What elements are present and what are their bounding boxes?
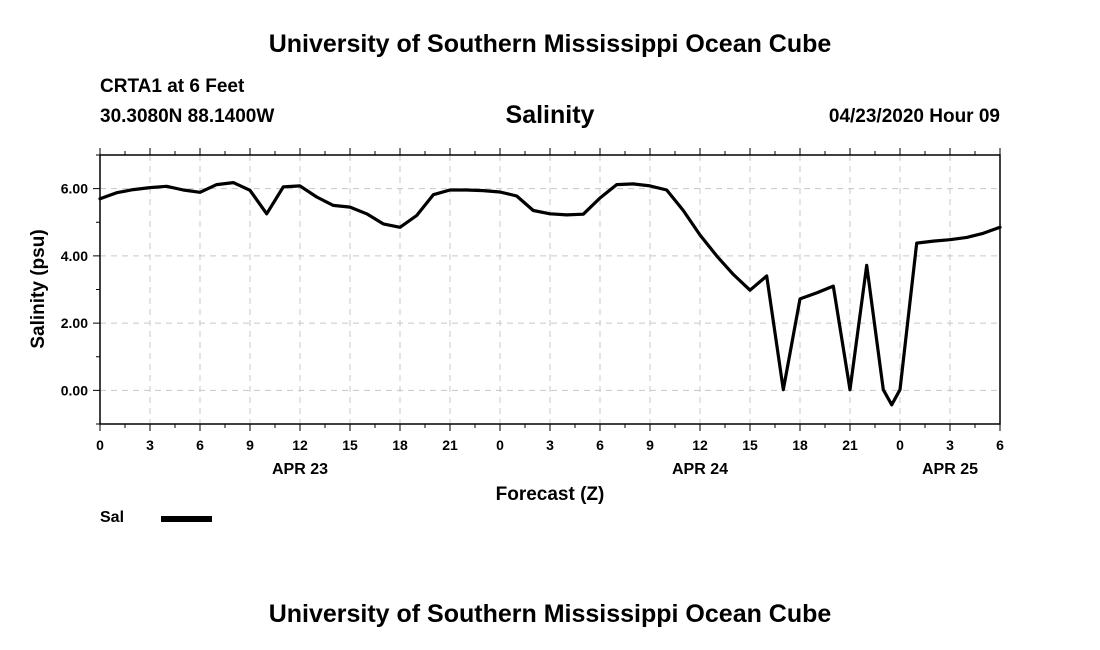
x-tick-label: 0 xyxy=(96,437,104,453)
y-tick-label: 2.00 xyxy=(61,315,88,331)
series-line-sal xyxy=(98,181,1002,407)
x-tick-label: 3 xyxy=(146,437,154,453)
x-tick-label: 6 xyxy=(596,437,604,453)
legend-swatch xyxy=(161,516,212,522)
x-tick-label: 12 xyxy=(292,437,308,453)
x-tick-label: 15 xyxy=(342,437,358,453)
grid xyxy=(100,155,1000,424)
axis-ticks: 0 3 6 9 12 15 18 21 0 3 6 9 12 15 18 21 0 3 6 APR 23 APR 24 A… xyxy=(61,148,1004,478)
x-axis-label: Forecast (Z) xyxy=(496,484,605,505)
x-tick-label: 12 xyxy=(692,437,708,453)
y-tick-label: 4.00 xyxy=(61,248,88,264)
footer-title: University of Southern Mississippi Ocean… xyxy=(268,600,832,628)
x-tick-label: 18 xyxy=(792,437,808,453)
date-label: APR 25 xyxy=(922,461,978,478)
x-tick-label: 9 xyxy=(646,437,654,453)
datetime-label: 04/23/2020 Hour 09 xyxy=(828,106,1000,127)
y-tick-label: 0.00 xyxy=(61,382,88,398)
x-tick-label: 18 xyxy=(392,437,408,453)
series-layer xyxy=(98,181,1002,407)
station-label: CRTA1 at 6 Feet xyxy=(100,76,245,97)
x-tick-label: 0 xyxy=(896,437,904,453)
date-label: APR 24 xyxy=(672,461,728,478)
x-tick-label: 21 xyxy=(442,437,458,453)
y-axis-label: Salinity (psu) xyxy=(28,229,49,348)
x-tick-label: 9 xyxy=(246,437,254,453)
x-tick-label: 21 xyxy=(842,437,858,453)
legend-label: Sal xyxy=(100,509,125,526)
x-tick-label: 6 xyxy=(196,437,204,453)
y-tick-label: 6.00 xyxy=(61,181,88,197)
x-tick-label: 15 xyxy=(742,437,758,453)
chart-title: University of Southern Mississippi Ocean… xyxy=(268,30,832,58)
x-tick-label: 3 xyxy=(946,437,954,453)
plot-frame xyxy=(99,154,1001,425)
x-tick-label: 3 xyxy=(546,437,554,453)
x-tick-label: 0 xyxy=(496,437,504,453)
date-label: APR 23 xyxy=(272,461,328,478)
location-label: 30.3080N 88.1400W xyxy=(100,106,275,127)
x-tick-label: 6 xyxy=(996,437,1004,453)
variable-title: Salinity xyxy=(505,101,595,129)
